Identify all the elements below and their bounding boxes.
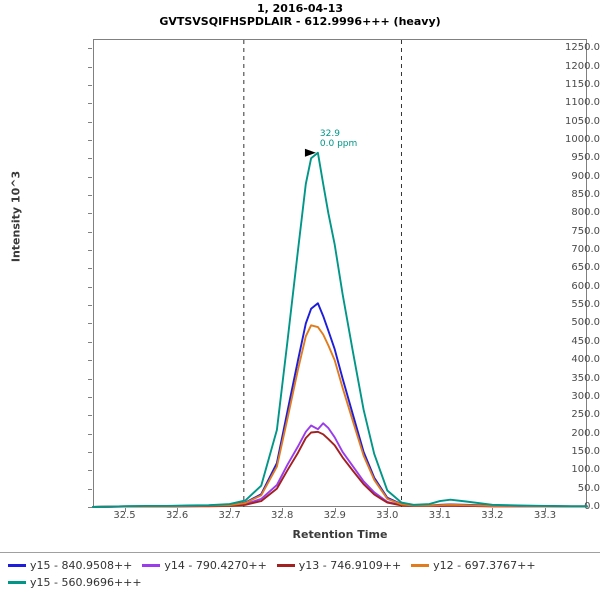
x-tick-mark: [439, 508, 441, 512]
x-tick-mark: [492, 508, 494, 512]
y-tick-label: 1200.0: [565, 60, 600, 72]
peak-mass-error: 0.0 ppm: [319, 138, 358, 149]
chart-title-line2: GVTSVSQIFHSPDLAIR - 612.9996+++ (heavy): [159, 15, 441, 28]
y-tick-mark: [88, 139, 92, 141]
y-tick-mark: [88, 121, 92, 123]
y-tick-mark: [88, 286, 92, 288]
y-tick-mark: [88, 195, 92, 196]
legend-item-label: y12 - 697.3767++: [433, 559, 536, 572]
x-axis-label: Retention Time: [292, 528, 388, 541]
y-tick-label: 200.0: [571, 427, 600, 439]
x-tick-label: 32.9: [323, 510, 346, 521]
legend-color-swatch: [276, 564, 295, 567]
x-tick-label: 33.1: [428, 510, 451, 521]
y-tick-mark: [88, 415, 92, 417]
y-tick-mark: [88, 268, 92, 270]
chart-title-line1: 1, 2016-04-13: [256, 2, 344, 15]
chart-title-block: 1, 2016-04-13 GVTSVSQIFHSPDLAIR - 612.99…: [0, 2, 600, 28]
y-tick-label: 1250.0: [565, 42, 600, 54]
y-tick-mark: [88, 48, 92, 50]
y-tick-label: 0.0: [584, 501, 600, 512]
x-tick-mark: [282, 508, 284, 512]
y-tick-label: 950.0: [571, 152, 600, 164]
y-tick-mark: [88, 158, 92, 160]
y-tick-label: 1050.0: [565, 115, 600, 127]
x-tick-mark: [544, 508, 546, 512]
x-tick-label: 33.0: [376, 510, 399, 521]
plot-frame[interactable]: [93, 39, 587, 507]
x-tick-label: 32.8: [271, 510, 294, 521]
legend-item-label: y15 - 560.9696+++: [30, 576, 142, 589]
x-tick-mark: [334, 508, 336, 512]
y-tick-mark: [88, 84, 92, 86]
x-tick-label: 33.2: [481, 510, 504, 521]
x-tick-mark: [177, 508, 179, 512]
x-tick-mark: [387, 508, 389, 512]
legend: y15 - 840.9508++ y14 - 790.4270++ y13 - 74…: [0, 552, 600, 600]
legend-color-swatch: [411, 564, 430, 567]
legend-color-swatch: [8, 564, 26, 567]
x-tick-label: 32.7: [218, 510, 241, 521]
legend-item[interactable]: y13 - 746.9109++: [276, 559, 402, 572]
x-tick-label: 33.3: [533, 510, 557, 521]
y-tick-mark: [88, 488, 92, 490]
chart-area[interactable]: Intensity 10^3 Retention Time 0.0 50.0 100…: [0, 0, 600, 552]
y-tick-mark: [88, 470, 92, 472]
y-tick-mark: [88, 66, 92, 68]
y-tick-mark: [88, 323, 92, 325]
y-tick-label: 900.0: [571, 170, 600, 182]
y-tick-label: 1000.0: [565, 133, 600, 145]
legend-color-swatch: [142, 564, 161, 567]
legend-item[interactable]: y12 - 697.3767++: [411, 559, 536, 572]
y-tick-mark: [88, 451, 92, 453]
legend-item[interactable]: y14 - 790.4270++: [142, 559, 267, 572]
y-tick-mark: [88, 176, 92, 178]
y-tick-mark: [88, 507, 92, 508]
y-tick-label: 150.0: [571, 445, 600, 457]
peak-annotation-text: 32.9 0.0 ppm: [320, 129, 357, 149]
y-tick-mark: [88, 360, 92, 362]
legend-item-label: y15 - 840.9508++: [30, 559, 133, 572]
y-tick-label: 350.0: [571, 372, 600, 384]
x-tick-mark: [124, 508, 126, 512]
y-tick-mark: [88, 250, 92, 252]
legend-row: y15 - 840.9508++ y14 - 790.4270++ y13 - 74…: [8, 559, 592, 593]
y-tick-label: 100.0: [571, 464, 600, 476]
x-tick-label: 32.5: [113, 510, 136, 521]
y-tick-mark: [88, 396, 92, 398]
legend-color-swatch: [8, 581, 26, 584]
y-tick-label: 50.0: [577, 482, 600, 494]
y-tick-mark: [88, 433, 92, 435]
x-tick-mark: [229, 508, 231, 512]
y-tick-mark: [88, 341, 92, 343]
y-tick-mark: [88, 231, 92, 233]
y-tick-label: 850.0: [571, 189, 600, 200]
y-tick-mark: [88, 378, 92, 380]
peak-retention-time: 32.9: [319, 128, 340, 139]
y-tick-label: 250.0: [571, 409, 600, 421]
y-tick-label: 750.0: [571, 225, 600, 237]
y-tick-label: 600.0: [571, 280, 600, 292]
legend-item-label: y13 - 746.9109++: [298, 559, 402, 572]
legend-item[interactable]: y15 - 560.9696+++: [8, 576, 142, 589]
y-tick-mark: [88, 305, 92, 307]
y-tick-label: 300.0: [571, 390, 600, 402]
y-tick-label: 800.0: [571, 207, 600, 219]
legend-item-label: y14 - 790.4270++: [164, 559, 267, 572]
y-tick-label: 500.0: [571, 317, 600, 329]
legend-item[interactable]: y15 - 840.9508++: [8, 559, 132, 572]
y-axis-label: Intensity 10^3: [9, 170, 23, 263]
y-tick-label: 400.0: [571, 354, 600, 366]
y-tick-label: 700.0: [571, 244, 600, 256]
y-tick-label: 1100.0: [565, 97, 600, 109]
y-tick-mark: [88, 103, 92, 105]
y-tick-label: 650.0: [571, 262, 600, 274]
x-tick-label: 32.6: [165, 510, 189, 521]
y-tick-label: 450.0: [571, 335, 600, 347]
y-tick-label: 550.0: [571, 299, 600, 311]
y-tick-label: 1150.0: [565, 78, 600, 90]
y-tick-mark: [88, 213, 92, 215]
